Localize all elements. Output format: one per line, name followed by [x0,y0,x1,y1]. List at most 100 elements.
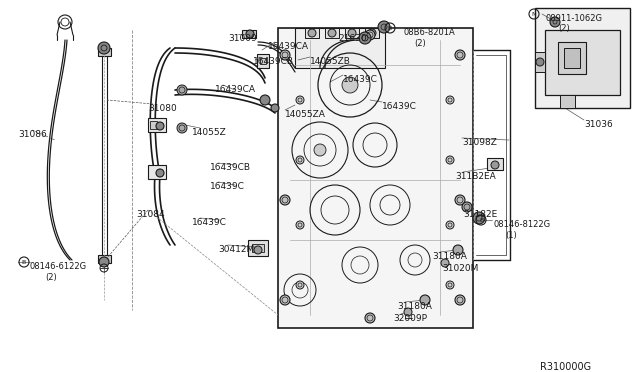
Text: 32009P: 32009P [393,314,427,323]
Circle shape [271,104,279,112]
Circle shape [462,202,472,212]
Bar [257,54,269,68]
Circle shape [156,122,164,130]
Circle shape [378,21,390,33]
Bar [545,30,620,95]
Circle shape [491,161,499,169]
Text: 08146-8122G: 08146-8122G [494,220,551,229]
Bar [252,244,264,252]
Bar [148,118,166,132]
Circle shape [246,30,254,38]
Text: B: B [479,218,483,222]
Circle shape [177,123,187,133]
Bar [242,30,256,38]
Bar [535,52,545,72]
Circle shape [156,169,164,177]
Circle shape [308,29,316,37]
Circle shape [453,245,463,255]
Circle shape [254,246,262,254]
Text: (1): (1) [505,231,516,240]
Bar [150,121,157,129]
Text: 16439C: 16439C [382,102,417,111]
Text: 08911-1062G: 08911-1062G [545,14,602,23]
Circle shape [365,313,375,323]
Text: 311B2EA: 311B2EA [455,172,496,181]
Text: 31020M: 31020M [442,264,478,273]
Text: 31180A: 31180A [432,252,467,261]
Circle shape [296,156,304,164]
Circle shape [536,58,544,66]
Bar [295,28,385,68]
Circle shape [365,30,375,40]
Text: 30412M: 30412M [218,245,254,254]
Text: 31180A: 31180A [397,302,432,311]
Bar [535,8,630,108]
Circle shape [296,96,304,104]
Circle shape [455,295,465,305]
Bar [98,255,111,263]
Circle shape [368,29,376,37]
Circle shape [342,77,358,93]
Text: 16439C: 16439C [210,182,245,191]
Circle shape [446,281,454,289]
Circle shape [359,32,371,44]
Bar [560,95,575,108]
Text: 31098Z: 31098Z [462,138,497,147]
Bar [325,28,339,38]
Text: 14055Z: 14055Z [192,128,227,137]
Circle shape [296,281,304,289]
Bar [564,48,580,68]
Text: (2): (2) [558,24,570,33]
Bar [365,28,379,38]
Circle shape [455,195,465,205]
Bar [260,58,266,64]
Circle shape [260,95,270,105]
Bar [98,48,111,56]
Text: 16439CA: 16439CA [215,85,256,94]
Text: 16439CB: 16439CB [253,57,294,66]
Circle shape [314,144,326,156]
Bar [148,165,166,179]
Circle shape [473,212,485,224]
Circle shape [446,156,454,164]
Text: 14055ZA: 14055ZA [285,110,326,119]
Text: 16439C: 16439C [192,218,227,227]
Bar [345,28,359,38]
Text: 31080: 31080 [148,104,177,113]
Circle shape [280,295,290,305]
Text: 31036: 31036 [584,120,612,129]
Bar [248,240,268,256]
Text: 31182E: 31182E [463,210,497,219]
Circle shape [99,257,109,267]
Text: 16439CB: 16439CB [210,163,251,172]
Text: (2): (2) [45,273,57,282]
Circle shape [348,29,356,37]
Bar [278,28,473,328]
Circle shape [177,85,187,95]
Text: B: B [388,26,392,31]
Text: 16439C: 16439C [343,75,378,84]
Text: 14055ZB: 14055ZB [310,57,351,66]
Circle shape [296,221,304,229]
Circle shape [98,42,110,54]
Text: (2): (2) [414,39,426,48]
Text: 31084: 31084 [136,210,164,219]
Bar [305,28,319,38]
Text: 08146-6122G: 08146-6122G [30,262,87,271]
Text: 16439CA: 16439CA [268,42,309,51]
Text: 21630: 21630 [338,34,367,43]
Circle shape [550,17,560,27]
Circle shape [280,195,290,205]
Circle shape [420,295,430,305]
Text: N: N [532,12,536,16]
Bar [487,158,503,170]
Circle shape [404,308,412,316]
Text: R310000G: R310000G [540,362,591,372]
Text: 31009: 31009 [228,34,257,43]
Circle shape [455,50,465,60]
Text: 31086: 31086 [18,130,47,139]
Bar [558,42,586,74]
Circle shape [441,259,449,267]
Circle shape [280,50,290,60]
Circle shape [446,221,454,229]
